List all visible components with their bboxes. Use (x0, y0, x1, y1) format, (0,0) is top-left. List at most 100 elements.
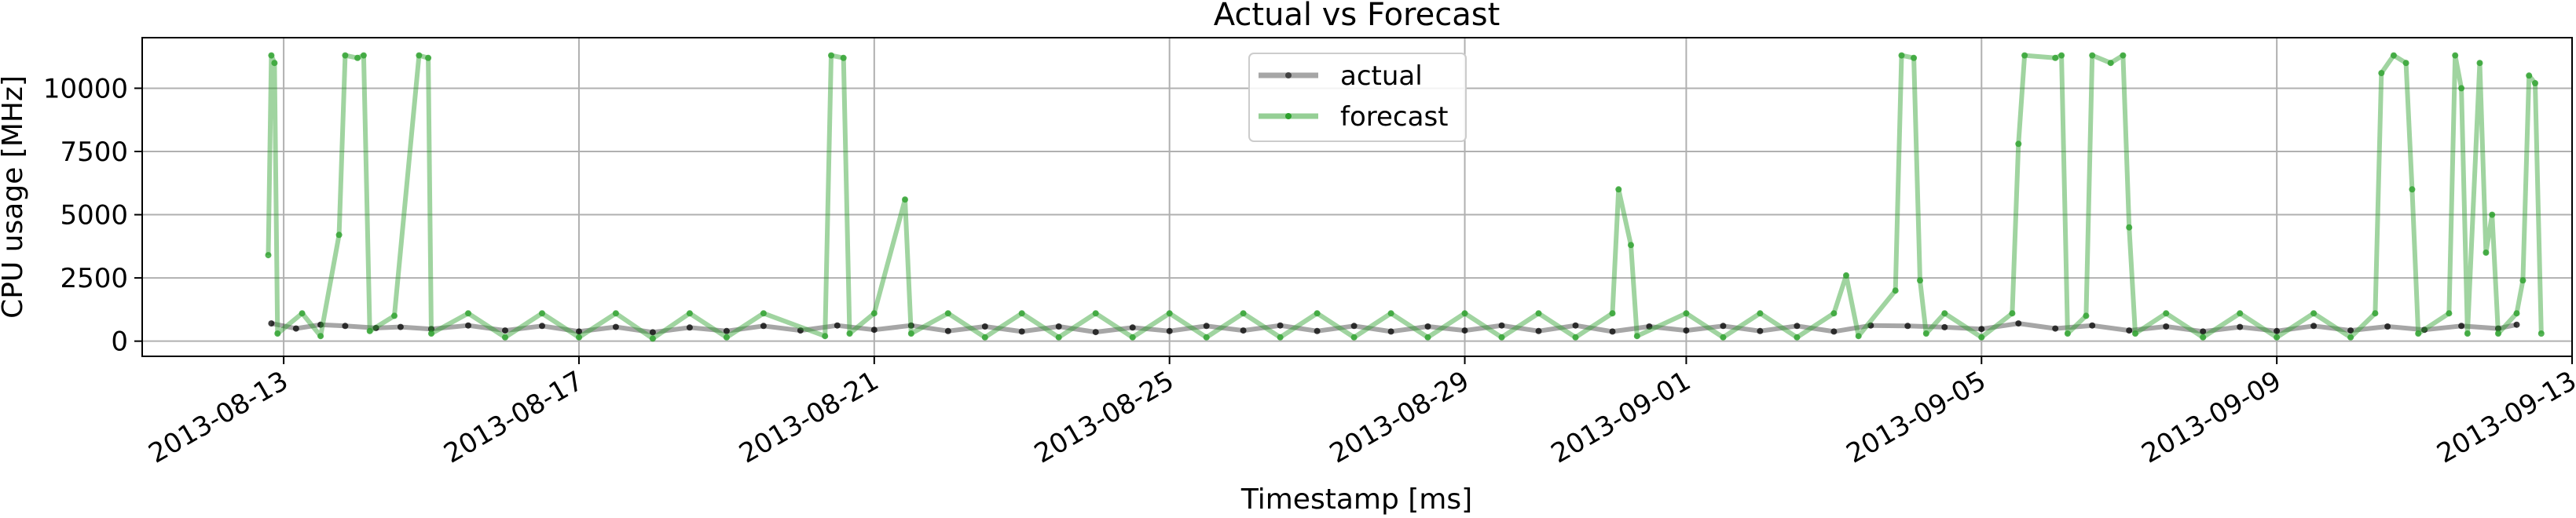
data-point-forecast (1018, 310, 1025, 317)
data-point-actual (1055, 323, 1062, 330)
data-point-forecast (2274, 334, 2281, 341)
data-point-forecast (1683, 310, 1690, 317)
series-line-forecast (266, 53, 2544, 341)
data-point-forecast (2532, 80, 2538, 86)
data-point-forecast (2126, 224, 2133, 231)
data-point-actual (2089, 322, 2096, 329)
y-tick-label: 10000 (43, 73, 128, 104)
data-point-forecast (299, 310, 306, 317)
data-point-actual (1867, 322, 1874, 329)
data-point-forecast (317, 333, 324, 340)
data-point-actual (2200, 328, 2207, 335)
data-point-actual (2163, 323, 2170, 330)
chart-title: Actual vs Forecast (1214, 0, 1501, 33)
data-point-forecast (391, 312, 398, 319)
data-point-forecast (2402, 60, 2409, 67)
data-point-actual (372, 324, 379, 331)
data-point-forecast (268, 52, 275, 59)
data-point-actual (907, 322, 914, 329)
data-point-forecast (1314, 310, 1321, 317)
data-point-forecast (944, 310, 951, 317)
data-point-forecast (1855, 333, 1862, 340)
legend-marker-actual (1285, 72, 1292, 78)
series-line-actual (270, 321, 2518, 335)
data-point-forecast (1941, 310, 1948, 317)
data-point-actual (268, 320, 275, 327)
data-point-forecast (822, 333, 829, 340)
data-point-forecast (686, 310, 693, 317)
data-point-forecast (2476, 60, 2483, 67)
data-point-actual (397, 323, 404, 330)
data-point-forecast (1978, 334, 1985, 341)
data-point-actual (502, 327, 508, 334)
data-point-actual (1978, 326, 1985, 333)
data-point-forecast (2378, 70, 2385, 77)
data-point-forecast (2083, 312, 2090, 319)
data-point-actual (2421, 326, 2428, 334)
data-point-forecast (2120, 52, 2127, 59)
data-point-forecast (274, 330, 281, 337)
data-point-forecast (1498, 334, 1505, 341)
data-point-forecast (902, 196, 908, 203)
data-point-forecast (1633, 333, 1640, 340)
data-point-actual (1203, 323, 1210, 330)
data-point-actual (1941, 323, 1948, 330)
y-tick-label: 5000 (60, 200, 128, 232)
data-point-forecast (1572, 334, 1579, 341)
data-point-forecast (2415, 330, 2422, 337)
data-point-forecast (1424, 334, 1431, 341)
data-point-actual (1424, 323, 1431, 330)
data-point-forecast (366, 327, 373, 334)
data-point-actual (1646, 323, 1653, 330)
data-point-forecast (2464, 330, 2471, 337)
data-point-actual (797, 327, 804, 334)
data-point-forecast (2513, 310, 2520, 317)
data-point-forecast (1055, 334, 1062, 341)
data-point-actual (1720, 323, 1727, 330)
data-point-forecast (1609, 310, 1616, 317)
data-point-forecast (1628, 242, 1634, 249)
data-point-forecast (846, 330, 853, 337)
data-point-actual (539, 323, 545, 330)
data-point-forecast (1129, 334, 1136, 341)
data-point-actual (1535, 327, 1542, 334)
grid-layer (142, 38, 2573, 356)
data-point-forecast (2021, 52, 2028, 59)
data-point-forecast (840, 54, 847, 61)
data-point-forecast (2200, 334, 2207, 341)
series-forecast (265, 52, 2545, 342)
data-point-actual (870, 326, 878, 334)
data-point-forecast (2347, 334, 2354, 341)
data-point-forecast (760, 310, 767, 317)
data-point-forecast (416, 52, 423, 59)
data-point-forecast (2163, 310, 2170, 317)
data-point-forecast (1203, 334, 1210, 341)
data-point-actual (649, 329, 656, 336)
data-point-actual (2274, 327, 2281, 334)
data-point-forecast (1240, 310, 1247, 317)
data-point-actual (1794, 323, 1801, 330)
data-point-forecast (2064, 330, 2071, 337)
data-point-actual (2458, 323, 2465, 330)
data-point-actual (1830, 328, 1838, 335)
data-point-forecast (1535, 310, 1542, 317)
data-point-forecast (539, 310, 545, 317)
data-point-forecast (981, 334, 988, 341)
data-point-forecast (612, 310, 619, 317)
data-point-forecast (828, 52, 834, 59)
data-point-forecast (1277, 334, 1284, 341)
data-point-forecast (1461, 310, 1468, 317)
data-point-actual (342, 323, 349, 330)
data-point-forecast (2132, 330, 2138, 337)
data-point-forecast (265, 252, 272, 259)
data-point-forecast (2107, 60, 2114, 67)
y-tick-label: 7500 (60, 137, 128, 168)
y-axis-label: CPU usage [MHz] (0, 75, 29, 319)
data-point-forecast (1794, 334, 1801, 341)
data-point-forecast (425, 54, 432, 61)
data-point-actual (1277, 322, 1284, 329)
data-point-actual (2513, 321, 2520, 328)
data-point-forecast (271, 60, 278, 67)
data-point-forecast (2458, 85, 2465, 92)
data-point-actual (834, 322, 841, 329)
